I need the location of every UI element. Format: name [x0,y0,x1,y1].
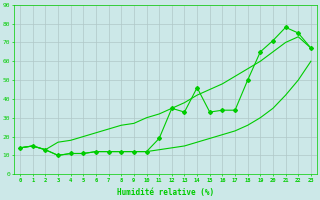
X-axis label: Humidité relative (%): Humidité relative (%) [117,188,214,197]
